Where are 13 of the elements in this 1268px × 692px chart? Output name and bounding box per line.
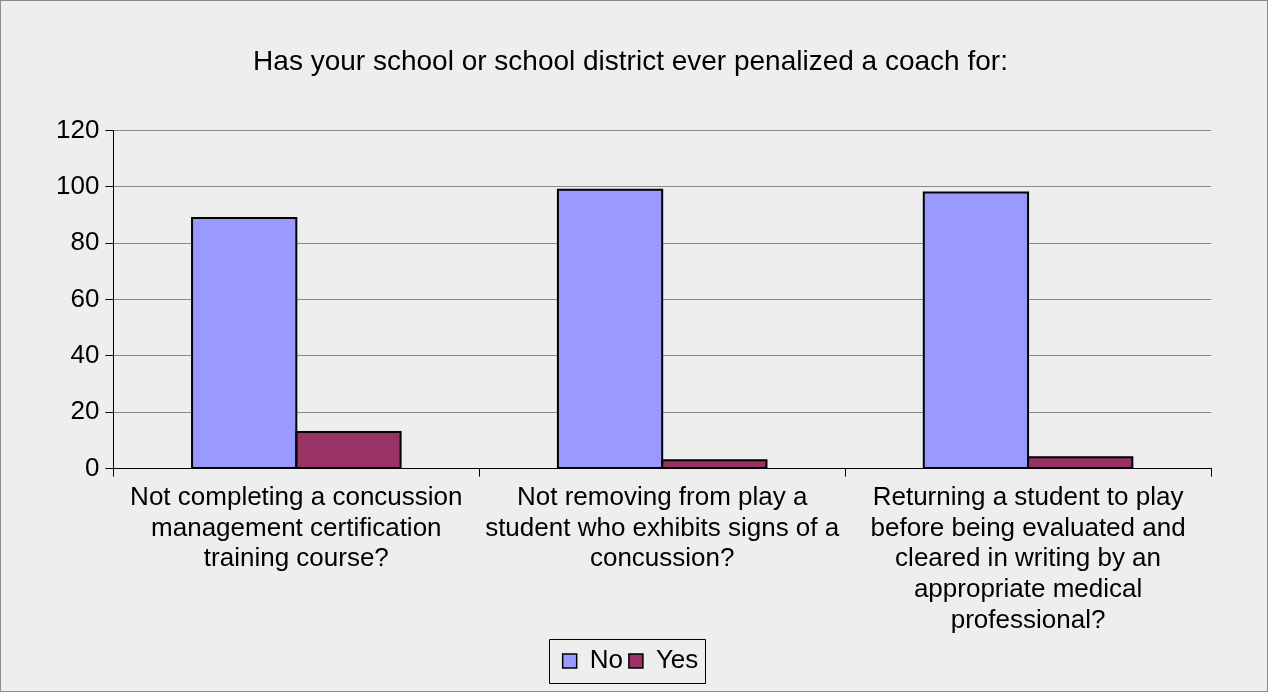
legend-label: No <box>589 644 623 675</box>
x-tick-label: Returning a student to play before being evaluated and cleared in writing by an appropriate medical professional? <box>870 481 1186 634</box>
y-tick-label: 0 <box>84 451 100 482</box>
y-tick-label: 60 <box>70 282 100 313</box>
x-tick-label: Not completing a concussion management certification training course? <box>130 481 463 573</box>
y-tick-label: 120 <box>55 113 100 144</box>
y-tick-label: 100 <box>55 170 100 201</box>
y-tick-label: 20 <box>70 395 100 426</box>
legend-label: Yes <box>655 644 699 675</box>
y-tick-label: 80 <box>70 226 100 257</box>
x-tick-label: Not removing from play a student who exhibits signs of a concussion? <box>485 481 840 573</box>
y-tick-label: 40 <box>70 339 100 370</box>
chart-title: Has your school or school district ever penalized a coach for: <box>253 44 1008 76</box>
